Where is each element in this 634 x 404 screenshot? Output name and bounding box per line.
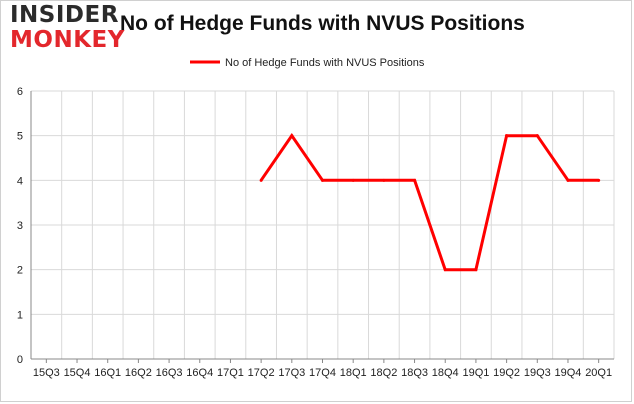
x-tick-label: 16Q1	[94, 367, 121, 379]
data-point	[443, 268, 447, 272]
x-tick-label: 18Q4	[432, 367, 459, 379]
logo-text-top: INSIDER	[10, 2, 119, 28]
legend: No of Hedge Funds with NVUS Positions	[190, 57, 425, 69]
x-tick-label: 17Q1	[217, 367, 244, 379]
x-tick-label: 17Q2	[248, 367, 275, 379]
data-point	[505, 134, 509, 138]
x-tick-label: 16Q2	[125, 367, 152, 379]
x-tick-label: 20Q1	[585, 367, 612, 379]
x-tick-label: 18Q1	[340, 367, 367, 379]
data-point	[413, 178, 417, 182]
data-point	[474, 268, 478, 272]
x-tick-label: 19Q3	[524, 367, 551, 379]
x-tick-label: 15Q4	[64, 367, 91, 379]
x-tick-label: 19Q1	[462, 367, 489, 379]
x-tick-label: 16Q3	[156, 367, 183, 379]
data-point	[351, 178, 355, 182]
x-tick-label: 17Q3	[278, 367, 305, 379]
insider-monkey-logo: INSIDER MONKEY	[10, 2, 124, 54]
logo-text-bottom: MONKEY	[10, 27, 125, 53]
x-tick-label: 18Q3	[401, 367, 428, 379]
data-point	[535, 134, 539, 138]
y-tick-label: 0	[17, 354, 23, 366]
series-layer	[259, 133, 601, 272]
y-tick-label: 3	[17, 220, 23, 232]
y-tick-label: 5	[17, 131, 23, 143]
y-tick-label: 2	[17, 265, 23, 277]
data-point	[597, 178, 601, 182]
x-tick-label: 17Q4	[309, 367, 336, 379]
x-tick-label: 18Q2	[370, 367, 397, 379]
data-point	[566, 178, 570, 182]
data-point	[321, 178, 324, 182]
y-tick-label: 6	[17, 86, 23, 98]
chart-title: No of Hedge Funds with NVUS Positions	[120, 12, 525, 35]
x-tick-label: 19Q2	[493, 367, 520, 379]
y-tick-label: 1	[17, 309, 23, 321]
data-point	[259, 178, 263, 182]
y-tick-label: 4	[17, 175, 23, 187]
x-tick-label: 19Q4	[555, 367, 582, 379]
data-point	[290, 134, 294, 138]
series-line	[259, 133, 599, 272]
grid-layer	[30, 90, 615, 360]
legend-label: No of Hedge Funds with NVUS Positions	[225, 57, 425, 69]
x-tick-label: 15Q3	[33, 367, 60, 379]
data-point	[382, 178, 386, 182]
x-tick-label: 16Q4	[186, 367, 213, 379]
